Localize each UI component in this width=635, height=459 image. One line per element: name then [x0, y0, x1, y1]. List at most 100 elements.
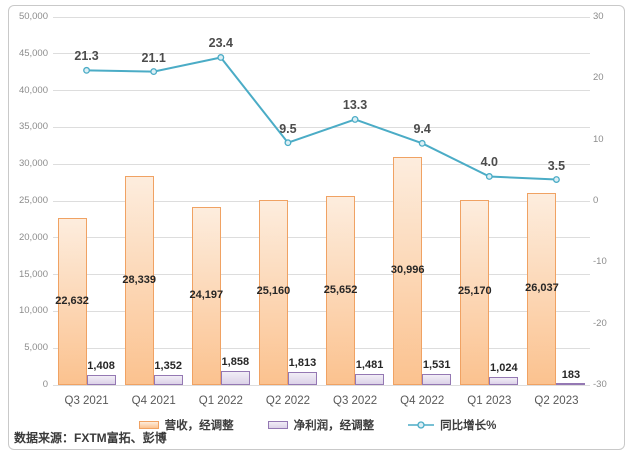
gridline [53, 310, 590, 312]
growth-line-marker [284, 139, 292, 147]
x-axis-label: Q4 2021 [131, 395, 176, 407]
profit-bar-label: 1,408 [87, 359, 115, 372]
legend: 营收，经调整 净利润，经调整 同比增长% [0, 417, 635, 433]
profit-bar [220, 371, 250, 385]
growth-point-label: 9.4 [413, 122, 431, 137]
profit-bar-label: 1,481 [355, 359, 384, 372]
left-axis-tick: 5,000 [24, 342, 48, 354]
profit-bar-label: 183 [561, 368, 581, 381]
line-marker-icon [408, 421, 435, 429]
right-axis-tick: 0 [593, 195, 599, 206]
legend-item-revenue: 营收，经调整 [138, 417, 234, 433]
profit-bar [489, 377, 519, 385]
left-axis-tick: 35,000 [18, 121, 48, 133]
gridline [53, 347, 590, 349]
growth-line-marker [351, 115, 359, 123]
revenue-bar [326, 196, 356, 385]
revenue-bar-label: 26,037 [525, 282, 559, 295]
right-axis-tick: 10 [593, 133, 604, 145]
x-axis-label: Q1 2022 [198, 395, 243, 407]
gridline [53, 90, 590, 92]
x-axis-label: Q3 2021 [64, 395, 109, 407]
x-axis-label: Q1 2023 [467, 395, 512, 407]
growth-line-marker [83, 66, 91, 74]
profit-swatch-icon [267, 421, 288, 429]
revenue-bar-label: 28,339 [122, 273, 157, 286]
revenue-bar [191, 206, 221, 385]
x-axis-label: Q4 2022 [400, 395, 445, 407]
gridline [53, 53, 590, 55]
growth-line-marker [217, 54, 225, 61]
profit-bar [153, 375, 183, 385]
left-axis-tick: 0 [42, 379, 48, 390]
revenue-bar [527, 193, 557, 385]
left-axis-tick: 10,000 [18, 305, 48, 317]
revenue-swatch-icon [138, 421, 159, 429]
left-axis-tick: 30,000 [18, 158, 48, 170]
left-axis-tick: 15,000 [18, 268, 48, 280]
growth-point-label: 4.0 [480, 155, 498, 170]
legend-item-growth: 同比增长% [408, 417, 496, 433]
gridline [53, 200, 590, 202]
growth-point-label: 13.3 [342, 98, 368, 113]
growth-line [83, 54, 560, 183]
legend-label-revenue: 营收，经调整 [164, 420, 234, 432]
revenue-bar [57, 218, 87, 385]
revenue-bar-label: 22,632 [55, 294, 89, 307]
profit-bar [86, 374, 116, 385]
gridline [53, 126, 590, 128]
left-axis-tick: 45,000 [18, 47, 48, 59]
profit-bar-label: 1,024 [490, 362, 518, 375]
left-axis-tick: 40,000 [18, 84, 48, 96]
x-axis-label: Q2 2023 [534, 395, 579, 407]
left-axis-tick: 20,000 [18, 231, 48, 243]
growth-point-label: 21.3 [74, 49, 99, 64]
right-axis-tick: -10 [593, 256, 607, 268]
growth-line-marker [485, 173, 493, 180]
gridline [53, 163, 590, 165]
right-axis-tick: 20 [593, 72, 604, 84]
revenue-bar-label: 25,652 [323, 283, 358, 296]
revenue-bar-label: 30,996 [390, 263, 425, 276]
gridline [53, 16, 590, 18]
x-axis-label: Q2 2022 [265, 395, 310, 407]
profit-bar-label: 1,813 [288, 356, 317, 369]
growth-point-label: 21.1 [141, 50, 166, 65]
legend-item-profit: 净利润，经调整 [267, 417, 375, 433]
profit-bar-label: 1,531 [422, 358, 451, 371]
left-axis-tick: 50,000 [18, 11, 48, 22]
right-axis-tick: -20 [593, 317, 607, 329]
growth-line-marker [150, 68, 158, 76]
growth-line-marker [552, 176, 560, 183]
source-note: 数据来源：FXTM富拓、彭博 [14, 431, 167, 445]
growth-point-label: 23.4 [208, 36, 233, 51]
revenue-bar [258, 199, 288, 385]
right-axis-tick: 30 [593, 11, 604, 22]
growth-line-path [86, 56, 557, 181]
gridline [53, 274, 590, 276]
profit-bar [355, 374, 385, 385]
growth-line-marker [418, 139, 426, 147]
revenue-bar-label: 24,197 [189, 288, 224, 301]
growth-point-label: 3.5 [547, 158, 566, 173]
revenue-bar [393, 156, 423, 385]
revenue-bar-label: 25,170 [457, 285, 492, 298]
growth-point-label: 9.5 [279, 121, 297, 136]
profit-bar [556, 383, 586, 385]
left-axis-tick: 25,000 [18, 195, 48, 206]
profit-bar [422, 373, 452, 385]
profit-bar [287, 371, 317, 385]
right-axis-tick: -30 [593, 379, 607, 390]
x-axis-label: Q3 2022 [333, 395, 378, 407]
revenue-bar [124, 176, 154, 385]
legend-label-growth: 同比增长% [440, 420, 497, 432]
gridline [53, 384, 590, 386]
gridline [53, 237, 590, 239]
revenue-bar-label: 25,160 [256, 285, 291, 298]
revenue-bar [460, 199, 490, 385]
legend-label-profit: 净利润，经调整 [293, 420, 375, 432]
profit-bar-label: 1,858 [221, 356, 250, 369]
profit-bar-label: 1,352 [154, 360, 182, 373]
